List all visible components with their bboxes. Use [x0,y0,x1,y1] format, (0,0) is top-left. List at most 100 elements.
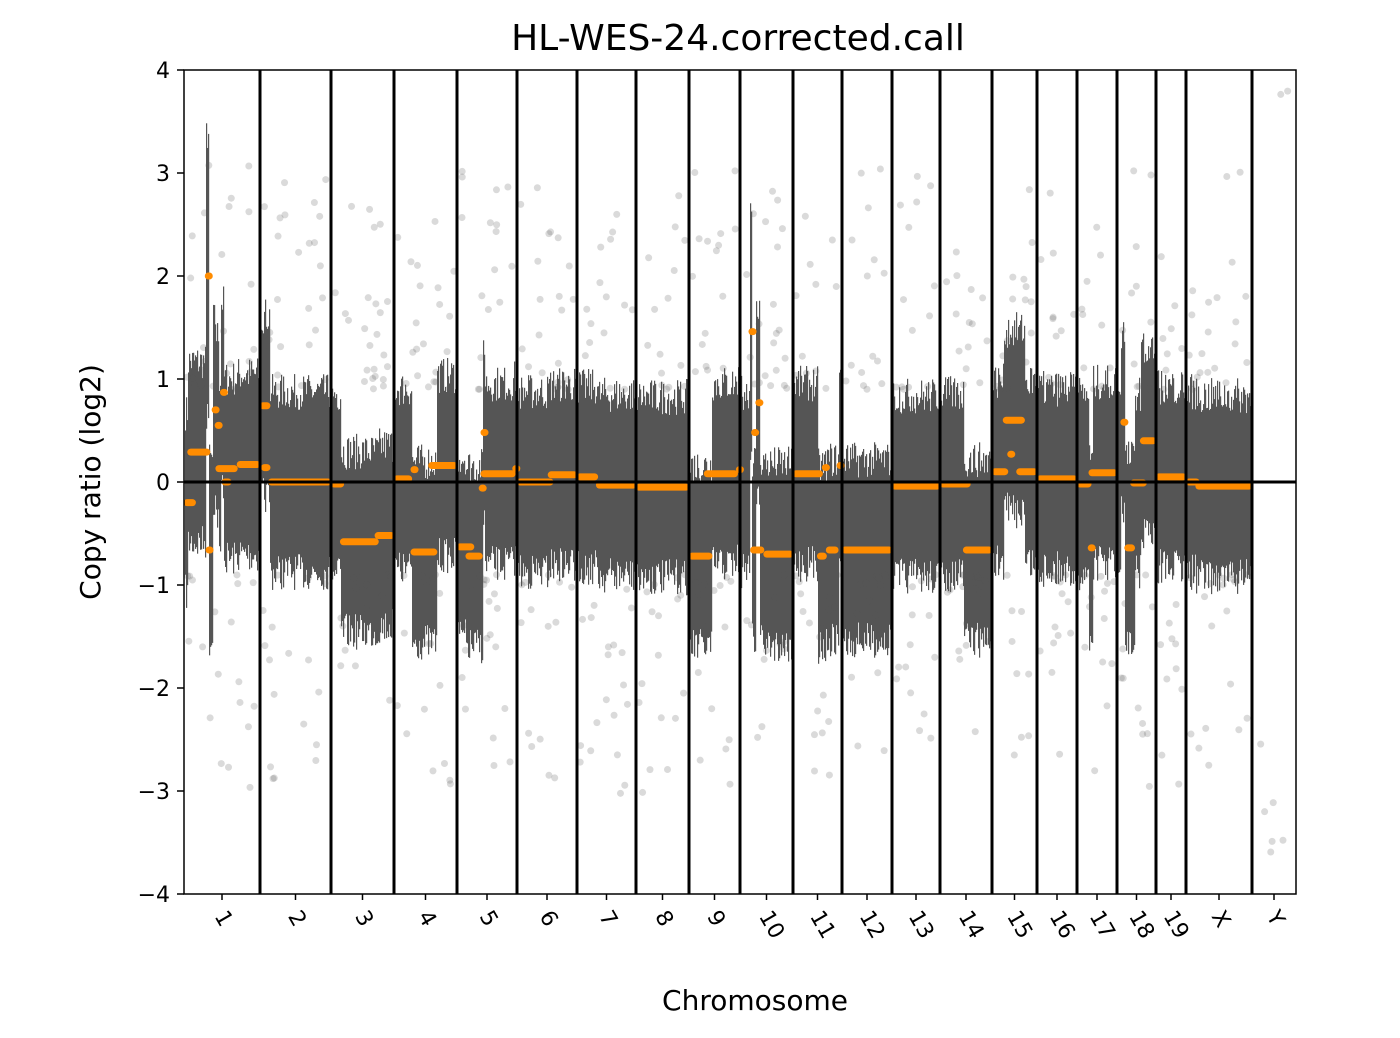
outlier-point [521,578,529,586]
outlier-point [544,571,552,579]
outlier-point [554,378,562,386]
outlier-point [1119,674,1127,682]
outlier-point [364,294,372,302]
outlier-point [896,201,904,209]
outlier-point [413,261,421,269]
outlier-point [853,610,861,618]
outlier-point [932,571,940,579]
outlier-point [517,619,525,627]
outlier-point [810,731,818,739]
outlier-point [1257,740,1265,748]
outlier-point [369,374,377,382]
outlier-point [1211,364,1219,372]
outlier-point [483,634,491,642]
outlier-point [188,576,196,584]
outlier-point [828,236,836,244]
outlier-point [1027,329,1035,337]
outlier-point [1198,350,1206,358]
outlier-point [952,310,960,318]
outlier-point [971,578,979,586]
outlier-point [1022,283,1030,291]
outlier-point [1103,579,1111,587]
outlier-point [200,209,208,217]
point-band [838,454,840,646]
outlier-point [1013,670,1021,678]
outlier-point [1243,358,1251,366]
outlier-point [830,603,838,611]
outlier-point [973,571,981,579]
outlier-point [623,700,631,708]
outlier-point [518,581,526,589]
outlier-point [304,574,312,582]
x-tick-label: 19 [1158,907,1194,944]
outlier-point [882,573,890,581]
outlier-point [446,776,454,784]
outlier-point [360,378,368,386]
outlier-point [587,320,595,328]
outlier-point [366,205,374,213]
outlier-point [905,383,913,391]
outlier-point [691,168,699,176]
outlier-point [402,380,410,388]
outlier-point [1215,571,1223,579]
outlier-point [262,348,270,356]
outlier-point [920,710,928,718]
outlier-point [527,606,535,614]
outlier-point [816,633,824,641]
outlier-point [959,381,967,389]
outlier-point [1067,629,1075,637]
outlier-point [445,385,453,393]
outlier-point [792,572,800,580]
outlier-point [1165,619,1173,627]
outlier-point [908,611,916,619]
outlier-point [875,574,883,582]
outlier-point [774,243,782,251]
outlier-point [1223,173,1231,181]
outlier-point [371,372,379,380]
y-tick-label: 3 [156,162,170,187]
outlier-point [621,385,629,393]
outlier-point [341,310,349,318]
outlier-point [655,612,663,620]
outlier-point [639,788,647,796]
outlier-point [321,580,329,588]
outlier-point [621,781,629,789]
outlier-point [1236,168,1244,176]
outlier-point [534,257,542,265]
outlier-point [895,663,903,671]
outlier-point [1158,751,1166,759]
outlier-point [780,638,788,646]
outlier-point [425,640,433,648]
outlier-point [774,196,782,204]
outlier-point [225,763,233,771]
outlier-point [710,586,718,594]
outlier-point [609,228,617,236]
outlier-point [351,662,359,670]
outlier-point [979,294,987,302]
outlier-point [277,343,285,351]
outlier-point [211,608,219,616]
outlier-point [976,379,984,387]
outlier-point [577,742,585,750]
y-tick-label: 1 [156,368,170,393]
outlier-point [1099,658,1107,666]
outlier-point [1143,730,1151,738]
outlier-point [508,262,516,270]
outlier-point [1020,275,1028,283]
outlier-point [352,584,360,592]
outlier-point [1130,167,1138,175]
outlier-point [341,646,349,654]
outlier-point [1009,295,1017,303]
outlier-point [372,300,380,308]
outlier-point [269,775,277,783]
outlier-point [274,571,282,579]
outlier-point [188,374,196,382]
y-tick-label: −4 [138,883,170,908]
outlier-point [1025,670,1033,678]
outlier-point [233,571,241,579]
outlier-point [962,365,970,373]
x-tick-label: 8 [649,907,678,932]
outlier-point [648,608,656,616]
outlier-point [747,621,755,629]
outlier-point [873,357,881,365]
